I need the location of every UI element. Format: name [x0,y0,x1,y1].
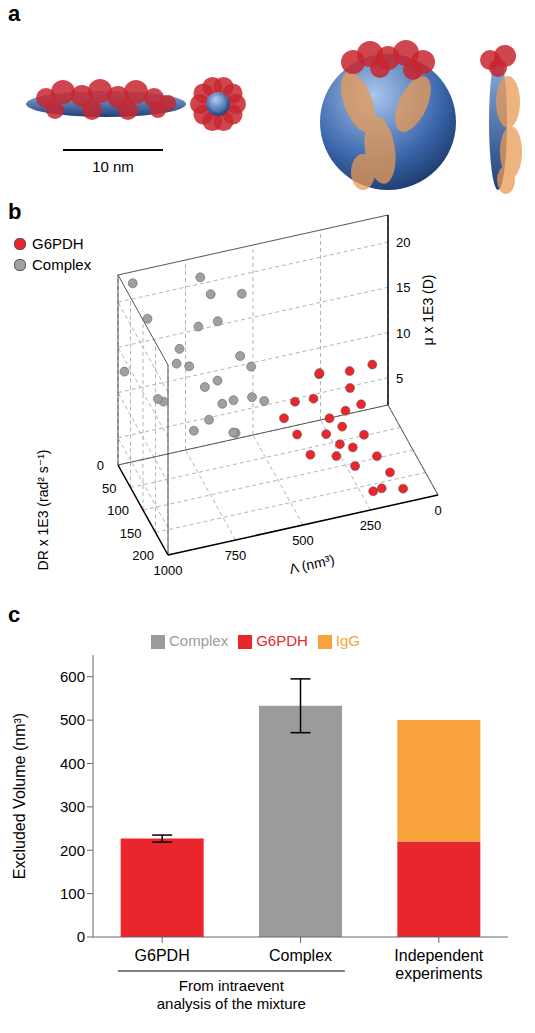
svg-text:analysis of the mixture: analysis of the mixture [157,995,306,1012]
html-text:IgG: IgG [335,632,360,649]
svg-text:20: 20 [396,235,410,250]
svg-text:500: 500 [60,711,85,728]
svg-text:DR x 1E3 (rad² s⁻¹): DR x 1E3 (rad² s⁻¹) [35,450,51,571]
html-text:Complex: Complex [169,632,229,649]
svg-text:150: 150 [120,526,142,541]
svg-text:experiments: experiments [395,965,482,982]
html-text:G6PDH: G6PDH [256,632,308,649]
svg-text:500: 500 [292,533,314,548]
svg-text:0: 0 [97,458,104,473]
svg-text:300: 300 [60,798,85,815]
html-text:Complex: Complex [32,256,92,273]
svg-text:750: 750 [225,548,247,563]
svg-text:5: 5 [396,371,403,386]
svg-text:From intraevent: From intraevent [179,977,285,994]
html-text:G6PDH: G6PDH [32,235,84,252]
html-text:b: b [8,199,22,224]
svg-text:50: 50 [102,481,116,496]
svg-text:Independent: Independent [394,947,484,964]
svg-text:0: 0 [77,928,85,945]
svg-text:600: 600 [60,668,85,685]
svg-text:100: 100 [60,885,85,902]
svg-text:400: 400 [60,755,85,772]
svg-text:Excluded Volume (nm³): Excluded Volume (nm³) [11,713,28,879]
svg-text:1000: 1000 [154,563,183,578]
svg-text:10: 10 [396,326,410,341]
svg-text:250: 250 [360,518,382,533]
svg-text:200: 200 [60,842,85,859]
html-text:c: c [8,602,21,627]
svg-text:Complex: Complex [269,947,332,964]
svg-text:μ x 1E3 (D): μ x 1E3 (D) [420,274,436,345]
svg-text:Λ (nm³): Λ (nm³) [288,551,336,577]
svg-text:15: 15 [396,280,410,295]
svg-text:100: 100 [107,503,129,518]
svg-text:0: 0 [434,503,441,518]
svg-text:10 nm: 10 nm [92,158,134,175]
svg-text:200: 200 [132,548,154,563]
html-text:a: a [8,1,21,26]
svg-text:G6PDH: G6PDH [135,947,190,964]
